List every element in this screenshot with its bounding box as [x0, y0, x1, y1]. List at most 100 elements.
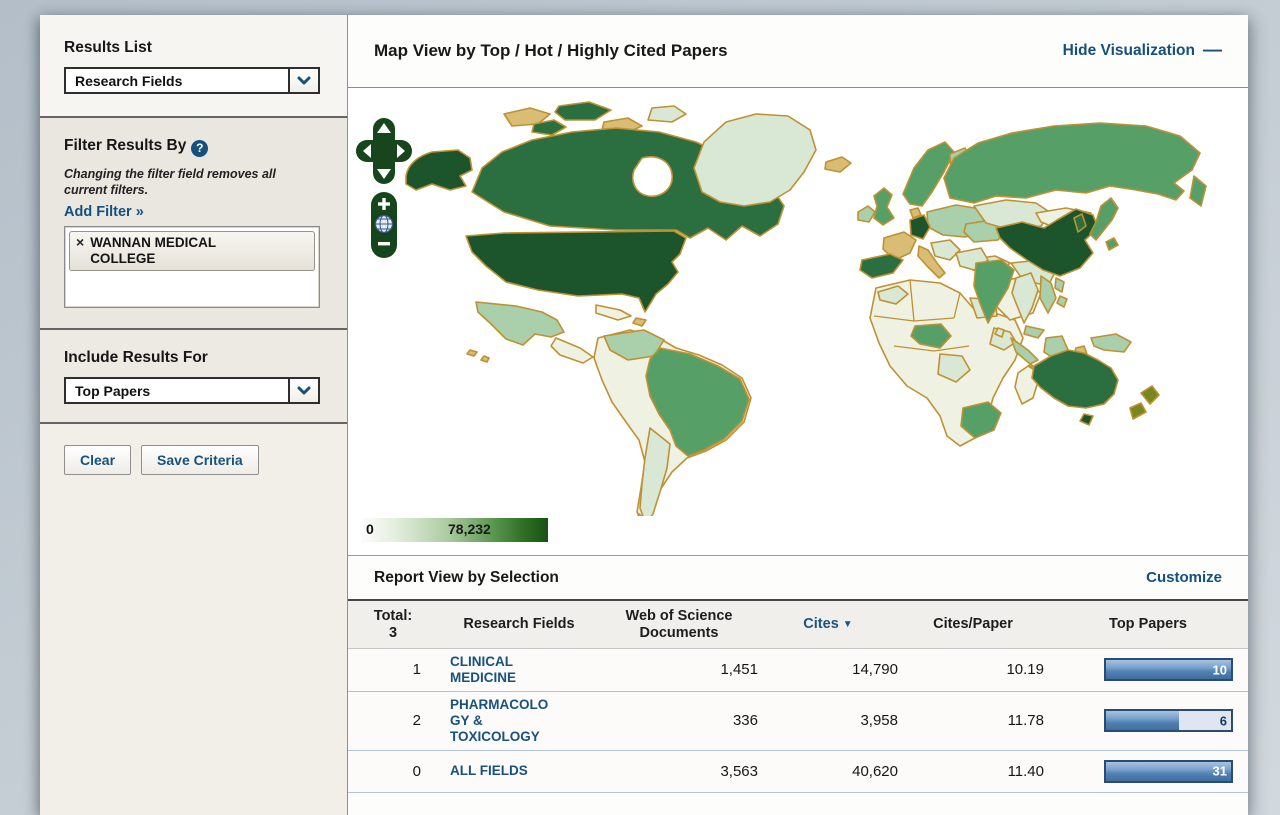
country-cuba[interactable]: [595, 304, 632, 321]
country-vietnam[interactable]: [1039, 275, 1057, 314]
research-field-link[interactable]: PHARMACOLOGY & TOXICOLOGY: [450, 696, 549, 744]
country-korea[interactable]: [1073, 213, 1087, 233]
country-nigeria[interactable]: [910, 323, 952, 349]
top-papers-bar[interactable]: 31: [1104, 759, 1233, 783]
column-header-documents[interactable]: Web of Science Documents: [625, 608, 733, 641]
country-shape[interactable]: [937, 353, 971, 383]
country-uk[interactable]: [873, 187, 895, 226]
country-brazil[interactable]: [645, 347, 750, 457]
country-tasmania[interactable]: [1079, 413, 1094, 426]
include-results-dropdown[interactable]: Top Papers: [64, 377, 320, 404]
report-view-header: Report View by Selection Customize: [348, 556, 1248, 601]
column-header-top-papers[interactable]: Top Papers: [1109, 616, 1187, 633]
country-china[interactable]: [995, 208, 1099, 277]
country-south-africa[interactable]: [960, 401, 1002, 439]
column-header-cites-sorted[interactable]: Cites ▼: [803, 616, 853, 633]
pan-up-arrow[interactable]: [377, 123, 391, 133]
collapse-icon: —: [1203, 40, 1222, 61]
pan-left-arrow[interactable]: [363, 144, 371, 158]
country-scandinavia[interactable]: [902, 141, 955, 207]
sort-descending-icon: ▼: [842, 619, 853, 631]
map-pan-control[interactable]: [356, 118, 412, 184]
country-shape[interactable]: [632, 317, 647, 327]
country-shape[interactable]: [554, 101, 612, 121]
remove-filter-icon[interactable]: ×: [76, 234, 85, 250]
pan-right-arrow[interactable]: [397, 144, 405, 158]
africa-borders: [873, 279, 970, 352]
rank-cell: 0: [412, 762, 421, 780]
world-map[interactable]: [354, 96, 1234, 516]
zoom-in-button[interactable]: [378, 198, 390, 210]
country-morocco[interactable]: [877, 285, 909, 305]
table-row: 2 PHARMACOLOGY & TOXICOLOGY 336 3,958 11…: [348, 691, 1248, 751]
globe-icon[interactable]: [374, 214, 394, 234]
country-shape[interactable]: [994, 327, 1005, 338]
country-shape[interactable]: [531, 119, 567, 136]
include-results-title: Include Results For: [64, 349, 208, 366]
country-australia[interactable]: [1031, 349, 1119, 409]
top-papers-bar[interactable]: 6: [1104, 709, 1233, 733]
top-papers-count: 10: [1212, 662, 1227, 678]
bar-fill: [1106, 660, 1231, 680]
research-field-link[interactable]: ALL FIELDS: [450, 763, 528, 779]
customize-link[interactable]: Customize: [1146, 569, 1222, 586]
top-papers-count: 31: [1212, 763, 1227, 779]
country-shape[interactable]: [1105, 237, 1119, 251]
country-ireland[interactable]: [857, 205, 876, 223]
country-malaysia[interactable]: [1023, 325, 1045, 339]
research-field-cell: PHARMACOLOGY & TOXICOLOGY: [438, 692, 600, 750]
add-filter-link[interactable]: Add Filter »: [64, 204, 144, 220]
filter-chip-label: WANNAN MEDICAL COLLEGE: [90, 235, 216, 266]
country-shape[interactable]: [632, 513, 652, 516]
country-papua-new-guinea[interactable]: [1090, 333, 1132, 353]
save-criteria-button[interactable]: Save Criteria: [141, 445, 259, 475]
country-mexico[interactable]: [475, 301, 565, 346]
top-papers-bar[interactable]: 10: [1104, 658, 1233, 682]
country-shape[interactable]: [550, 337, 594, 364]
filter-sidebar: Results List Research Fields Filter Resu…: [40, 15, 348, 815]
help-icon[interactable]: ?: [191, 139, 209, 157]
country-new-zealand[interactable]: [1129, 385, 1160, 420]
column-header-research-fields[interactable]: Research Fields: [463, 616, 575, 633]
country-germany[interactable]: [909, 214, 931, 240]
country-shape[interactable]: [503, 107, 551, 127]
country-shape[interactable]: [1189, 175, 1207, 207]
results-list-panel: Results List Research Fields: [40, 15, 347, 118]
column-header-cites-per-paper[interactable]: Cites/Paper: [933, 616, 1013, 633]
country-denmark[interactable]: [909, 207, 922, 219]
top-papers-cell: 10: [1048, 658, 1248, 682]
legend-max-value: 78,232: [448, 521, 491, 537]
country-shape[interactable]: [647, 105, 687, 123]
map-zoom-control[interactable]: [371, 192, 397, 258]
research-field-link[interactable]: CLINICAL MEDICINE: [450, 654, 517, 685]
report-view-title: Report View by Selection: [374, 568, 559, 586]
zoom-out-button[interactable]: [378, 242, 390, 246]
hawaii-islands[interactable]: [466, 349, 490, 363]
results-list-dropdown[interactable]: Research Fields: [64, 67, 320, 94]
chevron-down-icon[interactable]: [288, 69, 318, 92]
country-philippines[interactable]: [1054, 277, 1068, 308]
country-iceland[interactable]: [824, 156, 852, 173]
country-france[interactable]: [882, 231, 917, 261]
country-indonesia[interactable]: [1010, 337, 1039, 365]
country-india[interactable]: [973, 259, 1015, 324]
country-greenland[interactable]: [693, 113, 817, 207]
cites-per-paper-cell: 10.19: [1006, 661, 1044, 679]
documents-cell: 3,563: [720, 762, 758, 780]
country-argentina[interactable]: [639, 427, 671, 516]
country-usa[interactable]: [465, 230, 687, 313]
pan-down-arrow[interactable]: [377, 169, 391, 179]
country-italy[interactable]: [917, 245, 946, 279]
top-papers-cell: 31: [1048, 759, 1248, 783]
country-spain[interactable]: [859, 253, 904, 279]
country-shape[interactable]: [1011, 272, 1039, 324]
rank-cell: 1: [412, 661, 421, 679]
country-japan[interactable]: [1089, 197, 1119, 241]
country-russia[interactable]: [943, 122, 1201, 204]
filter-chip[interactable]: × WANNAN MEDICAL COLLEGE: [69, 231, 315, 272]
clear-button[interactable]: Clear: [64, 445, 132, 475]
hide-visualization-link[interactable]: Hide Visualization —: [1062, 40, 1222, 61]
chevron-down-icon[interactable]: [288, 379, 318, 402]
country-alaska[interactable]: [405, 149, 473, 191]
country-shape[interactable]: [930, 239, 961, 261]
